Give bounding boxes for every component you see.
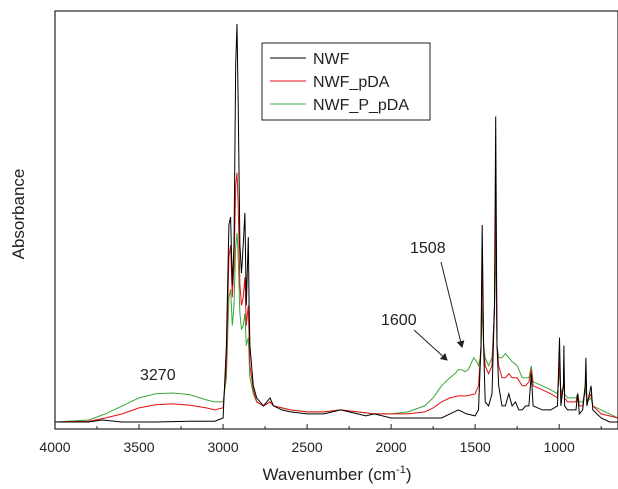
annotation-1508-arrow [440, 261, 465, 348]
legend: NWF NWF_pDA NWF_P_pDA [261, 42, 431, 121]
legend-label-nwf-pda: NWF_pDA [313, 74, 390, 91]
annotations: 3270 1600 1508 [140, 240, 465, 384]
x-tick-label-1000: 1000 [544, 439, 575, 455]
x-tick-label-3500: 3500 [123, 439, 154, 455]
x-axis-title-main: Wavenumber (cm [263, 465, 397, 484]
x-tick-label-2000: 2000 [376, 439, 407, 455]
x-axis-title: Wavenumber (cm-1) [263, 464, 412, 484]
series-line-nwf [55, 23, 618, 423]
legend-label-nwf: NWF [313, 51, 350, 68]
x-tick-label-4000: 4000 [39, 439, 70, 455]
series-line-nwf-pda [54, 172, 618, 423]
plot-frame [54, 10, 618, 430]
x-tick-label-1500: 1500 [460, 439, 491, 455]
series-line-nwf-p-pda [54, 232, 618, 423]
y-axis-title: Absorbance [9, 169, 28, 260]
plot-area [54, 23, 618, 423]
x-axis-title-end: ) [406, 465, 412, 484]
annotation-3270: 3270 [140, 367, 176, 384]
annotation-1508: 1508 [410, 240, 446, 257]
legend-label-nwf-p-pda: NWF_P_pDA [313, 97, 409, 114]
x-axis: 4000 3500 3000 2500 2000 1500 1000 [39, 424, 602, 455]
annotation-1600-arrow [413, 329, 448, 361]
x-tick-label-2500: 2500 [292, 439, 323, 455]
annotation-1600: 1600 [381, 312, 417, 329]
x-axis-title-sup: -1 [396, 464, 406, 476]
x-tick-label-3000: 3000 [207, 439, 238, 455]
